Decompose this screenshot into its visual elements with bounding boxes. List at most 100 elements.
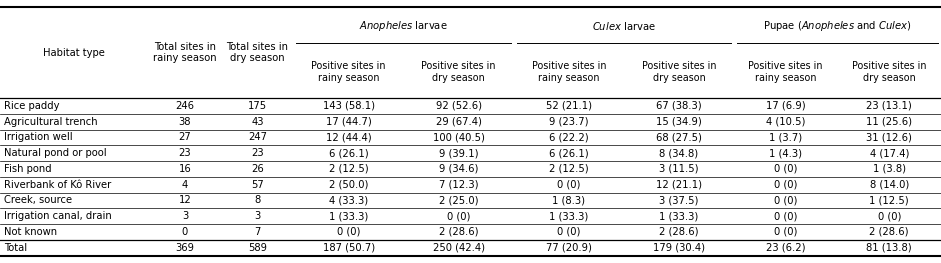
Text: 29 (67.4): 29 (67.4) (436, 117, 482, 127)
Text: 250 (42.4): 250 (42.4) (433, 243, 485, 253)
Text: 26: 26 (251, 164, 263, 174)
Text: 23 (13.1): 23 (13.1) (867, 101, 912, 111)
Text: 1 (33.3): 1 (33.3) (550, 211, 588, 221)
Text: 17 (44.7): 17 (44.7) (326, 117, 372, 127)
Text: 11 (25.6): 11 (25.6) (867, 117, 912, 127)
Text: 8 (34.8): 8 (34.8) (660, 148, 698, 158)
Text: Fish pond: Fish pond (4, 164, 52, 174)
Text: 3 (11.5): 3 (11.5) (660, 164, 698, 174)
Text: Not known: Not known (4, 227, 56, 237)
Text: 4 (33.3): 4 (33.3) (329, 195, 368, 205)
Text: 0: 0 (182, 227, 188, 237)
Text: 2 (12.5): 2 (12.5) (549, 164, 589, 174)
Text: 8 (14.0): 8 (14.0) (869, 180, 909, 190)
Text: Natural pond or pool: Natural pond or pool (4, 148, 106, 158)
Text: Total sites in
rainy season: Total sites in rainy season (153, 42, 216, 63)
Text: 247: 247 (247, 132, 267, 142)
Text: 1 (8.3): 1 (8.3) (552, 195, 585, 205)
Text: 12 (44.4): 12 (44.4) (326, 132, 372, 142)
Text: 2 (28.6): 2 (28.6) (660, 227, 698, 237)
Text: 15 (34.9): 15 (34.9) (656, 117, 702, 127)
Text: 1 (3.8): 1 (3.8) (872, 164, 906, 174)
Text: Positive sites in
rainy season: Positive sites in rainy season (748, 61, 823, 83)
Text: 0 (0): 0 (0) (774, 195, 797, 205)
Text: 43: 43 (251, 117, 263, 127)
Text: 8: 8 (254, 195, 261, 205)
Text: Rice paddy: Rice paddy (4, 101, 59, 111)
Text: 1 (33.3): 1 (33.3) (329, 211, 368, 221)
Text: 0 (0): 0 (0) (774, 180, 797, 190)
Text: 175: 175 (247, 101, 267, 111)
Text: 0 (0): 0 (0) (447, 211, 470, 221)
Text: 23: 23 (251, 148, 263, 158)
Text: 246: 246 (175, 101, 195, 111)
Text: Positive sites in
dry season: Positive sites in dry season (642, 61, 716, 83)
Text: Total sites in
dry season: Total sites in dry season (227, 42, 288, 63)
Text: 16: 16 (179, 164, 191, 174)
Text: 1 (3.7): 1 (3.7) (769, 132, 803, 142)
Text: 38: 38 (179, 117, 191, 127)
Text: 369: 369 (175, 243, 195, 253)
Text: 0 (0): 0 (0) (774, 227, 797, 237)
Text: 1 (33.3): 1 (33.3) (660, 211, 698, 221)
Text: 187 (50.7): 187 (50.7) (323, 243, 375, 253)
Text: 81 (13.8): 81 (13.8) (867, 243, 912, 253)
Text: 3: 3 (182, 211, 188, 221)
Text: 4: 4 (182, 180, 188, 190)
Text: 12 (21.1): 12 (21.1) (656, 180, 702, 190)
Text: 0 (0): 0 (0) (337, 227, 360, 237)
Text: 77 (20.9): 77 (20.9) (546, 243, 592, 253)
Text: 12: 12 (179, 195, 191, 205)
Text: 0 (0): 0 (0) (774, 164, 797, 174)
Text: 23: 23 (179, 148, 191, 158)
Text: 6 (26.1): 6 (26.1) (328, 148, 369, 158)
Text: 0 (0): 0 (0) (557, 180, 581, 190)
Text: 9 (34.6): 9 (34.6) (439, 164, 478, 174)
Text: 2 (25.0): 2 (25.0) (439, 195, 478, 205)
Text: 2 (12.5): 2 (12.5) (328, 164, 369, 174)
Text: 23 (6.2): 23 (6.2) (766, 243, 805, 253)
Text: $\it{Culex}$ larvae: $\it{Culex}$ larvae (592, 21, 656, 32)
Text: $\it{Anopheles}$ larvae: $\it{Anopheles}$ larvae (359, 19, 448, 33)
Text: 68 (27.5): 68 (27.5) (656, 132, 702, 142)
Text: 2 (28.6): 2 (28.6) (869, 227, 909, 237)
Text: 0 (0): 0 (0) (557, 227, 581, 237)
Text: Agricultural trench: Agricultural trench (4, 117, 97, 127)
Text: 31 (12.6): 31 (12.6) (867, 132, 912, 142)
Text: 4 (10.5): 4 (10.5) (766, 117, 805, 127)
Text: 0 (0): 0 (0) (878, 211, 901, 221)
Text: Positive sites in
rainy season: Positive sites in rainy season (311, 61, 386, 83)
Text: 2 (28.6): 2 (28.6) (439, 227, 478, 237)
Text: 52 (21.1): 52 (21.1) (546, 101, 592, 111)
Text: Positive sites in
dry season: Positive sites in dry season (422, 61, 496, 83)
Text: Positive sites in
rainy season: Positive sites in rainy season (532, 61, 606, 83)
Text: 100 (40.5): 100 (40.5) (433, 132, 485, 142)
Text: 2 (50.0): 2 (50.0) (329, 180, 368, 190)
Text: 589: 589 (247, 243, 267, 253)
Text: Creek, source: Creek, source (4, 195, 72, 205)
Text: 67 (38.3): 67 (38.3) (656, 101, 702, 111)
Text: 57: 57 (251, 180, 263, 190)
Text: 3: 3 (254, 211, 261, 221)
Text: 143 (58.1): 143 (58.1) (323, 101, 375, 111)
Text: 1 (4.3): 1 (4.3) (769, 148, 803, 158)
Text: Total: Total (4, 243, 27, 253)
Text: 6 (26.1): 6 (26.1) (549, 148, 589, 158)
Text: 6 (22.2): 6 (22.2) (549, 132, 589, 142)
Text: Irrigation well: Irrigation well (4, 132, 72, 142)
Text: 179 (30.4): 179 (30.4) (653, 243, 705, 253)
Text: 0 (0): 0 (0) (774, 211, 797, 221)
Text: 9 (23.7): 9 (23.7) (550, 117, 588, 127)
Text: 9 (39.1): 9 (39.1) (439, 148, 478, 158)
Text: 92 (52.6): 92 (52.6) (436, 101, 482, 111)
Text: 17 (6.9): 17 (6.9) (766, 101, 805, 111)
Text: 7: 7 (254, 227, 261, 237)
Text: 3 (37.5): 3 (37.5) (660, 195, 698, 205)
Text: 7 (12.3): 7 (12.3) (439, 180, 478, 190)
Text: Habitat type: Habitat type (43, 48, 105, 58)
Text: 27: 27 (179, 132, 191, 142)
Text: Riverbank of Kô River: Riverbank of Kô River (4, 180, 111, 190)
Text: Irrigation canal, drain: Irrigation canal, drain (4, 211, 112, 221)
Text: 4 (17.4): 4 (17.4) (869, 148, 909, 158)
Text: 1 (12.5): 1 (12.5) (869, 195, 909, 205)
